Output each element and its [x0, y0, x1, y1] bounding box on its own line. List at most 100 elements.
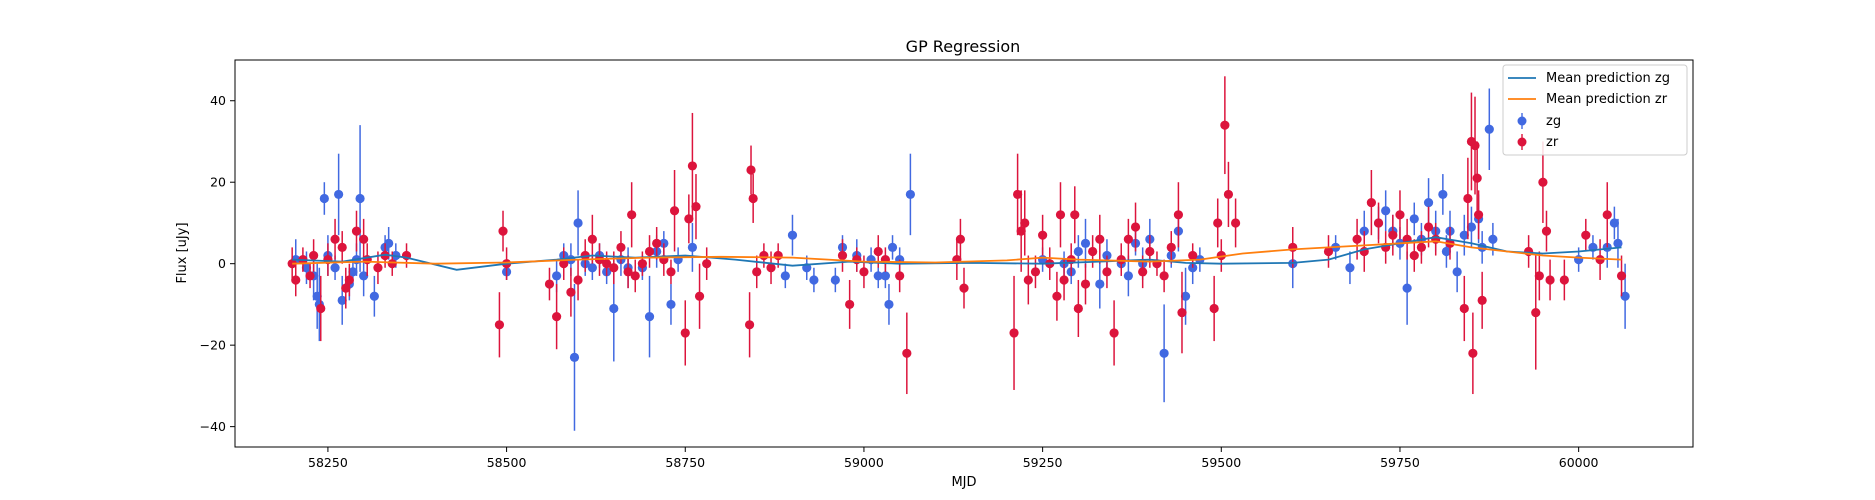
zr-point [1463, 193, 1473, 204]
zr-point [573, 275, 583, 285]
zr-point [702, 259, 712, 269]
zr-point [773, 250, 783, 261]
zr-point [1538, 177, 1548, 187]
x-tick-label: 58500 [487, 455, 527, 470]
zg-point [1484, 124, 1494, 134]
zr-point [959, 283, 969, 293]
zg-point [319, 193, 329, 204]
zg-point [1620, 291, 1630, 301]
zr-point [752, 267, 762, 277]
zg-point [884, 299, 894, 310]
zg-point [1180, 291, 1191, 301]
zr-point [1531, 307, 1541, 318]
legend-label-zr: zr [1546, 135, 1559, 150]
zg-point [1381, 206, 1391, 216]
zr-point [609, 263, 619, 273]
zr-point [652, 238, 662, 248]
zg-point [887, 242, 898, 252]
zr-point [1288, 242, 1298, 252]
plot-area [287, 76, 1630, 431]
zr-point [1581, 230, 1591, 240]
zg-point [666, 299, 676, 310]
zg-point [587, 263, 597, 273]
zg-point [1613, 238, 1623, 248]
zg-point [687, 242, 698, 252]
zg-point [384, 238, 394, 248]
zr-point [902, 348, 912, 358]
zg-point [787, 230, 798, 240]
zg-point [1574, 255, 1584, 265]
zr-point [616, 242, 626, 252]
zr-point [1109, 328, 1119, 338]
zg-point [1073, 246, 1083, 257]
y-tick-label: 40 [210, 93, 226, 108]
zr-point [873, 246, 883, 257]
zr-point [895, 271, 905, 281]
zr-point [845, 299, 855, 310]
x-tick-label: 58250 [308, 455, 348, 470]
y-axis-label: Flux [uJy] [175, 222, 190, 283]
zr-point [644, 246, 655, 257]
zg-point [1123, 271, 1133, 281]
zg-point [644, 312, 655, 322]
x-axis-ticks: 58250 58500 58750 59000 59250 59500 59750 60000 [308, 447, 1599, 470]
zr-point [1216, 250, 1226, 261]
prediction-lines [292, 236, 1622, 271]
zr-point [680, 328, 690, 338]
zr-point [1013, 189, 1023, 200]
zg-point [301, 263, 312, 273]
legend-marker-zg [1517, 116, 1527, 126]
zg-point [369, 291, 379, 301]
zg-point [334, 189, 344, 200]
zg-point [873, 271, 883, 281]
zg-point [1466, 222, 1477, 232]
zg-point [1441, 246, 1452, 257]
zr-point [1366, 197, 1376, 208]
zg-point [1609, 218, 1619, 228]
zr-point [316, 303, 326, 314]
zr-point [955, 234, 966, 244]
zg-point [809, 275, 819, 285]
zr-point [1388, 230, 1398, 240]
y-axis-ticks: −40 −20 0 20 40 [200, 93, 235, 434]
y-tick-label: 20 [210, 175, 226, 190]
zr-point [623, 267, 633, 277]
zr-point [630, 271, 640, 281]
zg-point [337, 295, 347, 305]
zr-point [746, 165, 756, 175]
zr-point [587, 234, 597, 244]
zg-point [312, 291, 322, 301]
zr-point [1559, 275, 1569, 285]
zr-point [1116, 255, 1126, 265]
zr-point [566, 287, 576, 297]
zr-point [1102, 267, 1112, 277]
zr-point [1038, 230, 1048, 240]
x-tick-label: 59500 [1201, 455, 1241, 470]
zg-point [830, 275, 840, 285]
x-tick-label: 58750 [665, 455, 705, 470]
zg-point [1452, 267, 1462, 277]
y-tick-label: −40 [200, 419, 226, 434]
zr-point [309, 250, 319, 261]
zr-point [498, 226, 508, 236]
zr-point [387, 259, 397, 269]
zr-point [1595, 255, 1605, 265]
zr-point [1541, 226, 1552, 236]
zr-point [559, 259, 569, 269]
zr-point [1052, 291, 1062, 301]
zr-point [1073, 303, 1083, 314]
zr-point [627, 210, 637, 220]
legend-box [1502, 64, 1688, 156]
zr-point [1023, 275, 1033, 285]
zr-point [1468, 348, 1478, 358]
chart-title: GP Regression [906, 37, 1021, 56]
legend-label-zg-mean: Mean prediction zg [1546, 71, 1670, 86]
zr-point [1223, 189, 1234, 200]
zr-point [687, 161, 698, 171]
zr-point [1477, 295, 1487, 305]
zr-point [1173, 210, 1184, 220]
zr-point [1395, 210, 1405, 220]
zr-point [1055, 210, 1066, 220]
zr-point [1545, 275, 1555, 285]
legend-label-zg: zg [1546, 114, 1561, 129]
